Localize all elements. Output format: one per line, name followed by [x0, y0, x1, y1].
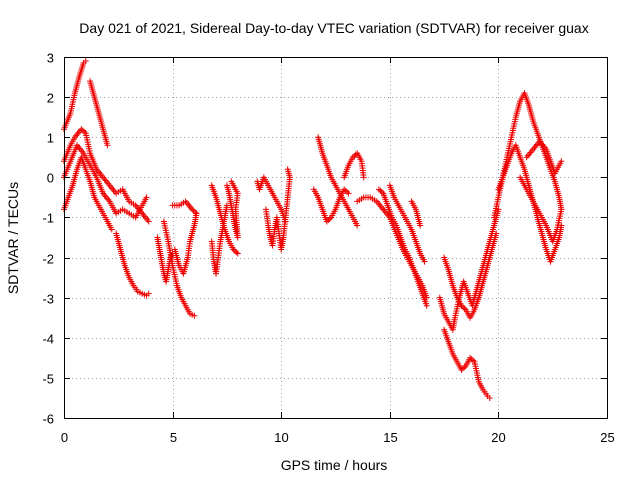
- data-point: [378, 189, 385, 196]
- series-arc-21: [386, 182, 428, 265]
- series-arc-5: [61, 154, 115, 233]
- data-point: [461, 305, 468, 312]
- data-point: [461, 364, 468, 371]
- series-arc-13: [223, 178, 241, 241]
- data-point: [467, 354, 474, 361]
- data-point: [458, 302, 465, 309]
- series-arc-20: [375, 186, 430, 309]
- series-arc-25: [436, 206, 502, 333]
- y-tick-label: -3: [42, 292, 54, 307]
- series-arc-18: [341, 150, 367, 181]
- series-arc-10: [171, 210, 200, 277]
- data-point: [558, 206, 565, 213]
- data-point: [82, 58, 89, 65]
- data-point: [458, 366, 465, 373]
- series-arc-15: [262, 166, 293, 253]
- data-point: [108, 226, 115, 233]
- series-arc-23: [441, 326, 493, 401]
- series-arc-4: [61, 142, 150, 221]
- y-tick-label: 0: [47, 171, 54, 186]
- data-points: [61, 58, 565, 401]
- data-point: [558, 158, 565, 165]
- series-arc-22: [408, 198, 424, 229]
- data-point: [342, 187, 349, 194]
- grid-lines: [64, 57, 607, 418]
- data-point: [145, 218, 152, 225]
- data-point: [78, 126, 85, 133]
- series-arc-1: [61, 58, 89, 133]
- series-arc-6: [113, 230, 152, 299]
- y-tick-label: 3: [47, 51, 54, 66]
- x-tick-label: 5: [170, 430, 177, 445]
- x-tick-label: 20: [491, 430, 505, 445]
- data-point: [191, 312, 198, 319]
- data-point: [192, 209, 199, 216]
- x-tick-label: 25: [600, 430, 614, 445]
- x-axis-label: GPS time / hours: [281, 457, 388, 473]
- data-point: [351, 152, 358, 159]
- data-point: [354, 222, 361, 229]
- series-arc-24: [441, 230, 500, 321]
- data-point: [228, 178, 235, 185]
- data-point: [323, 218, 330, 225]
- y-tick-label: 1: [47, 131, 54, 146]
- series-arc-14: [254, 174, 289, 225]
- x-tick-label: 15: [383, 430, 397, 445]
- data-point: [345, 190, 352, 197]
- series-arc-12: [208, 182, 241, 257]
- data-point: [375, 186, 382, 193]
- data-point: [234, 250, 241, 257]
- data-point: [344, 189, 351, 196]
- data-point: [233, 249, 240, 256]
- data-point: [190, 207, 197, 214]
- chart-title: Day 021 of 2021, Sidereal Day-to-day VTE…: [79, 20, 588, 36]
- data-point: [193, 210, 200, 217]
- y-tick-label: -4: [42, 332, 54, 347]
- y-tick-label: -5: [42, 372, 54, 387]
- data-point: [143, 194, 150, 201]
- y-tick-label: -2: [42, 252, 54, 267]
- data-point: [377, 187, 384, 194]
- series-arc-16: [310, 186, 352, 225]
- data-point: [326, 215, 333, 222]
- data-point: [468, 356, 475, 363]
- data-point: [417, 222, 424, 229]
- data-point: [421, 258, 428, 265]
- y-tick-label: -1: [42, 211, 54, 226]
- data-point: [486, 394, 493, 401]
- series-arc-17: [315, 134, 361, 229]
- data-point: [81, 128, 88, 135]
- data-point: [79, 127, 86, 134]
- data-point: [349, 154, 356, 161]
- data-point: [284, 166, 291, 173]
- plot-frame: [64, 57, 608, 419]
- data-point: [423, 302, 430, 309]
- data-point: [325, 217, 332, 224]
- series-arc-9: [169, 198, 200, 217]
- data-point: [459, 365, 466, 372]
- y-tick-label: -6: [42, 412, 54, 427]
- series-arc-29: [523, 138, 565, 177]
- data-point: [341, 186, 348, 193]
- data-point: [231, 247, 238, 254]
- data-point: [352, 151, 359, 158]
- y-axis-label: SDTVAR / TECUs: [5, 182, 21, 294]
- data-point: [360, 174, 367, 181]
- y-tick-label: 2: [47, 91, 54, 106]
- axis-ticks: 0 5 10 15 20 25 -6 -5 -4 -3 -2 -1 0 1 2 3: [42, 51, 614, 446]
- series-arc-28: [517, 174, 565, 245]
- data-point: [470, 357, 477, 364]
- data-point: [189, 206, 196, 213]
- series-arc-2: [87, 78, 111, 149]
- data-point: [230, 246, 237, 253]
- data-point: [459, 304, 466, 311]
- x-tick-label: 0: [61, 430, 68, 445]
- series-arc-8: [160, 218, 198, 319]
- x-tick-label: 10: [274, 430, 288, 445]
- data-point: [104, 142, 111, 149]
- series-arc-3: [61, 126, 152, 225]
- data-point: [145, 290, 152, 297]
